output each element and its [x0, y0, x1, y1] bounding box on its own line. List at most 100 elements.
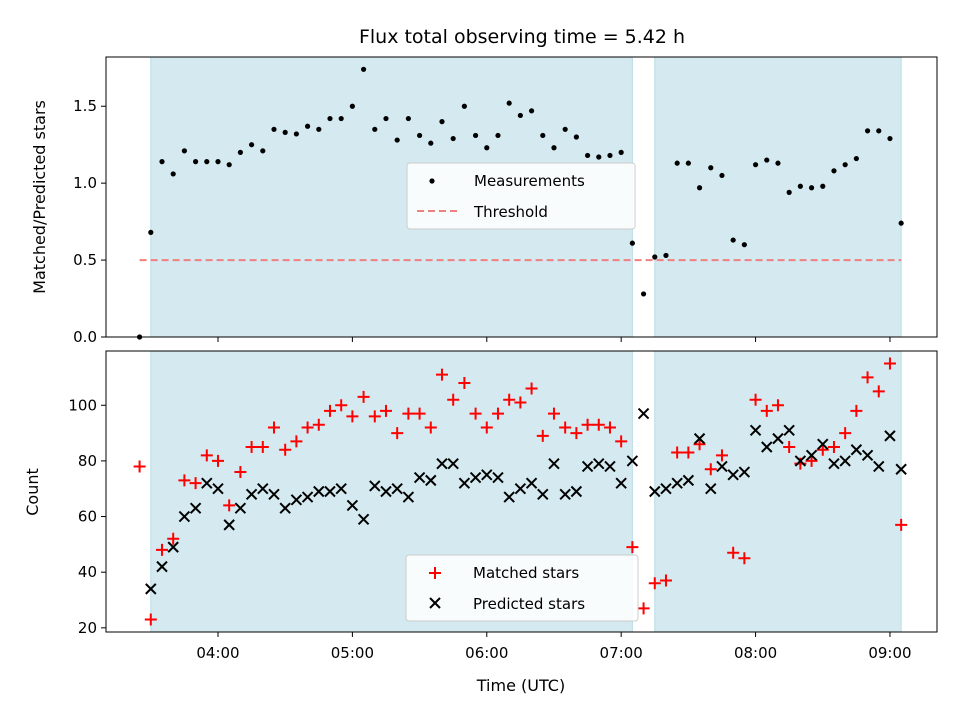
measurement-point: [775, 160, 781, 166]
y-tick-label: 1.0: [73, 174, 97, 192]
measurement-point: [495, 132, 501, 139]
measurement-point: [752, 162, 759, 168]
predicted-star-point: [839, 455, 851, 467]
measurement-point: [260, 148, 266, 154]
matched-star-point: [144, 613, 157, 626]
matched-star-point: [178, 474, 191, 487]
predicted-star-point: [817, 438, 829, 450]
x-axis-label: Time (UTC): [476, 676, 565, 695]
y-tick-label: 0.5: [73, 251, 97, 269]
predicted-star-point: [805, 449, 818, 462]
matched-star-point: [727, 546, 740, 559]
measurement-point: [685, 160, 691, 166]
count-panel-legend: Matched stars Predicted stars: [405, 554, 639, 622]
predicted-star-point: [189, 502, 202, 514]
y-tick-label: 0.0: [73, 328, 97, 346]
measurement-point: [327, 115, 333, 122]
predicted-star-point: [559, 488, 571, 500]
legend-matched-label: Matched stars: [473, 564, 579, 582]
matched-star-point: [256, 440, 269, 453]
measurement-point: [528, 108, 535, 114]
predicted-star-point: [593, 457, 605, 470]
matched-star-point: [581, 418, 594, 431]
y-tick-label: 100: [68, 396, 97, 414]
measurement-point: [383, 115, 389, 122]
predicted-star-point: [212, 483, 224, 495]
predicted-star-point: [335, 483, 347, 495]
legend-threshold-label: Threshold: [473, 203, 548, 221]
y-tick-label: 80: [78, 452, 97, 470]
matched-star-point: [827, 440, 840, 453]
matched-star-point: [648, 577, 661, 590]
predicted-star-point: [167, 541, 179, 553]
measurement-point: [282, 129, 288, 135]
measurement-point: [293, 131, 299, 137]
measurement-point: [887, 135, 893, 142]
measurement-point: [192, 159, 199, 165]
predicted-star-point: [873, 460, 885, 473]
predicted-star-point: [145, 583, 157, 595]
matched-star-point: [211, 454, 224, 467]
matched-star-point: [559, 421, 572, 434]
predicted-star-point: [693, 432, 706, 445]
matched-star-point: [491, 407, 504, 420]
matched-star-point: [323, 404, 336, 417]
x-tick-label: 08:00: [734, 644, 777, 662]
matched-star-point: [615, 435, 628, 448]
measurement-point: [248, 142, 255, 148]
matched-star-point: [447, 393, 460, 406]
measurement-point: [674, 160, 680, 166]
legend-predicted-label: Predicted stars: [473, 595, 585, 613]
matched-star-point: [469, 407, 482, 420]
y-tick-label: 60: [78, 508, 97, 526]
predicted-star-point: [413, 471, 426, 484]
predicted-star-point: [201, 477, 213, 489]
matched-star-point: [659, 574, 672, 587]
predicted-star-point: [402, 491, 415, 503]
matched-star-point: [480, 421, 493, 434]
matched-star-point: [167, 532, 180, 545]
count-panel-frame: [105, 350, 938, 633]
matched-star-point: [693, 438, 706, 451]
measurement-point: [786, 189, 792, 195]
predicted-star-point: [178, 510, 191, 523]
matched-star-point: [861, 371, 874, 384]
predicted-star-point: [604, 460, 616, 473]
ratio-panel-frame: [105, 56, 938, 338]
ratio-panel-y-ticks: 0.0 0.5 1.0 1.5: [73, 97, 106, 346]
predicted-star-point: [223, 519, 235, 531]
measurement-point: [898, 220, 904, 226]
predicted-star-point: [727, 469, 739, 481]
x-tick-label: 07:00: [600, 644, 643, 662]
matched-star-point: [245, 440, 258, 453]
predicted-star-point: [615, 477, 627, 489]
predicted-star-point: [671, 477, 683, 489]
measurement-point: [842, 162, 848, 168]
measurement-point: [428, 140, 434, 146]
predicted-star-point: [313, 485, 325, 498]
measurement-point: [271, 126, 277, 132]
measurement-point: [708, 165, 714, 171]
matched-star-point: [850, 404, 863, 417]
predicted-star-point: [469, 471, 482, 484]
matched-star-point: [234, 466, 247, 479]
predicted-star-point: [637, 407, 650, 420]
matched-star-point: [715, 449, 728, 462]
matched-star-point: [816, 443, 829, 456]
legend-predicted-marker: [429, 597, 441, 609]
measurement-point: [864, 128, 871, 134]
matched-star-point: [379, 404, 392, 417]
predicted-star-point: [716, 460, 728, 473]
predicted-star-point: [850, 444, 863, 456]
legend-measurements-label: Measurements: [474, 172, 585, 190]
measurement-point: [730, 237, 736, 243]
matched-star-point: [368, 410, 381, 423]
matched-star-point: [413, 407, 426, 420]
matched-star-point: [155, 543, 168, 556]
measurement-point: [696, 185, 703, 191]
ratio-panel: 0.0 0.5 1.0 1.5 Matched/Predicted stars Mea…: [30, 56, 938, 346]
predicted-star-point: [749, 424, 762, 436]
measurement-point: [204, 159, 210, 165]
count-panel-x-ticks: 04:00 05:00 06:00 07:00 08:00 09:00: [196, 632, 912, 662]
measurement-point: [618, 149, 624, 155]
